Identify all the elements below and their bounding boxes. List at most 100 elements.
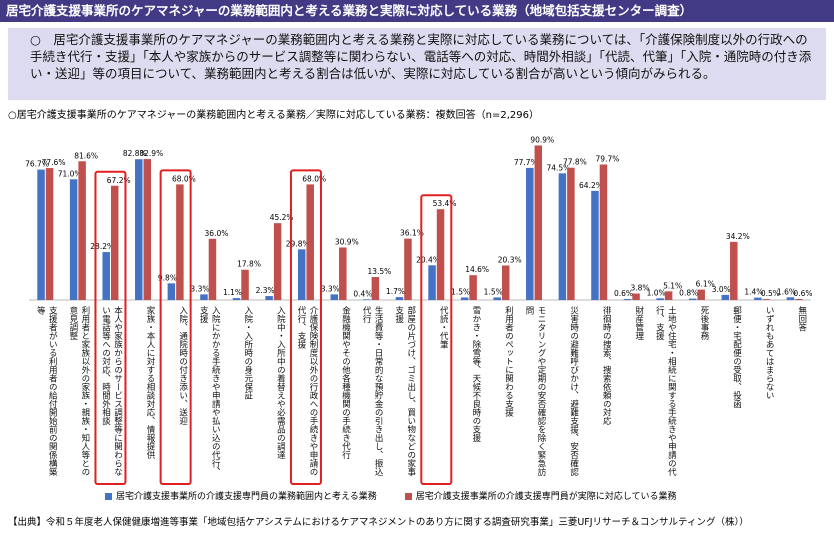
bar xyxy=(297,249,306,300)
value-label: 14.6% xyxy=(465,265,489,274)
value-label: 64.2% xyxy=(579,181,603,190)
value-label: 3.3% xyxy=(190,284,209,293)
bar xyxy=(110,185,119,300)
value-label: 53.4% xyxy=(433,199,457,208)
bar xyxy=(599,164,608,300)
bar xyxy=(697,289,705,300)
bar xyxy=(167,283,176,300)
x-tick-label: いずれもあてはまらない xyxy=(764,306,775,400)
value-label: 36.1% xyxy=(400,229,424,238)
bar xyxy=(45,168,54,300)
value-label: 68.0% xyxy=(172,174,196,183)
x-tick-label: 徘徊時の捜索、捜索依頼の対応 xyxy=(601,306,612,425)
value-label: 0.8% xyxy=(679,289,698,298)
value-label: 81.6% xyxy=(74,151,98,160)
bar xyxy=(567,167,575,300)
bar xyxy=(404,238,412,300)
x-tick-label: 入院中・入所中の着替えや必需品の調達 xyxy=(275,306,286,459)
highlight-box xyxy=(420,194,453,485)
title: 居宅介護支援事業所のケアマネジャーの業務範囲内と考える業務と実際に対応している業… xyxy=(0,0,834,22)
bar xyxy=(78,161,86,300)
x-tick-label: 財産管理 xyxy=(633,306,644,340)
value-label: 0.6% xyxy=(614,289,633,298)
value-label: 71.0% xyxy=(58,169,82,178)
value-label: 6.1% xyxy=(696,280,715,289)
value-label: 29.8% xyxy=(286,239,310,248)
bar xyxy=(558,173,567,300)
bar xyxy=(754,297,762,300)
bar xyxy=(730,241,738,300)
bar xyxy=(795,298,803,300)
bar xyxy=(200,294,208,300)
bar xyxy=(330,294,339,300)
chart-title: ○居宅介護支援事業所のケアマネジャーの業務範囲内と考える業務／実際に対応している… xyxy=(8,110,539,121)
bar xyxy=(102,252,110,300)
value-label: 0.5% xyxy=(761,289,780,298)
value-label: 3.3% xyxy=(321,284,340,293)
highlight-box xyxy=(94,170,127,485)
x-tick-label: 郵便・宅配便の受取、投函 xyxy=(731,306,742,408)
value-label: 76.7% xyxy=(25,160,49,169)
bar xyxy=(428,265,436,300)
bar xyxy=(623,298,632,300)
value-label: 1.1% xyxy=(223,288,242,297)
x-tick-label: 家族・本人に対する相談対応、情報提供 xyxy=(145,306,156,459)
bar xyxy=(501,265,510,300)
bar xyxy=(135,159,143,300)
x-tick-label: 支援者がいる利用者の給付開始前の関係構築等 xyxy=(35,306,58,476)
x-tick-label: 介護保険制度以外の行政への手続きや申請の代行、支援 xyxy=(295,306,318,476)
value-label: 28.2% xyxy=(90,242,114,251)
value-label: 82.9% xyxy=(139,149,163,158)
legend: 居宅介護支援事業所の介護支援専門員の業務範囲内と考える業務 居宅介護支援事業所の介… xyxy=(105,489,676,502)
x-tick-label: 利用者のペットに関わる支援 xyxy=(503,306,514,417)
x-tick-label: モニタリングや定期の安否確認を除く緊急訪問 xyxy=(524,306,547,476)
legend-label: 居宅介護支援事業所の介護支援専門員が実際に対応している業務 xyxy=(415,492,677,502)
value-label: 0.6% xyxy=(793,289,812,298)
value-label: 68.0% xyxy=(302,174,326,183)
value-label: 1.0% xyxy=(647,288,666,297)
value-label: 1.4% xyxy=(744,288,763,297)
x-tick-label: 代読・代筆 xyxy=(438,306,449,349)
x-tick-label: 災害時の避難呼びかけ、避難支援、安否確認 xyxy=(568,306,579,476)
legend-swatch xyxy=(404,493,412,500)
value-label: 77.8% xyxy=(563,158,587,167)
value-label: 20.4% xyxy=(416,255,440,264)
bar xyxy=(339,247,347,300)
bar xyxy=(176,184,184,300)
bar xyxy=(306,184,314,300)
bar xyxy=(395,297,404,300)
value-label: 1.7% xyxy=(386,287,405,296)
bar xyxy=(460,297,469,300)
bar xyxy=(273,223,282,300)
value-label: 1.5% xyxy=(451,287,470,296)
value-label: 90.9% xyxy=(530,135,554,144)
x-tick-label: 土地や住宅・相続に関する手続きや申請の代行、支援 xyxy=(654,306,677,476)
bar xyxy=(241,269,249,300)
bar xyxy=(786,297,795,300)
value-label: 77.7% xyxy=(514,158,538,167)
value-label: 17.8% xyxy=(237,260,261,269)
legend-item: 居宅介護支援事業所の介護支援専門員の業務範囲内と考える業務 xyxy=(105,489,377,502)
value-label: 9.8% xyxy=(158,273,177,282)
value-label: 45.2% xyxy=(270,213,294,222)
x-tick-label: 生活費等・日常的な預貯金の引き出し、振込代行 xyxy=(361,306,384,476)
value-label: 13.5% xyxy=(367,267,391,276)
bar xyxy=(591,190,599,300)
legend-label: 居宅介護支援事業所の介護支援専門員の業務範囲内と考える業務 xyxy=(116,492,377,502)
x-tick-label: 入院・入所時の身元保証 xyxy=(242,306,253,400)
highlight-box xyxy=(159,169,192,485)
value-label: 0.4% xyxy=(353,289,372,298)
value-label: 67.2% xyxy=(107,176,131,185)
bar xyxy=(37,169,45,300)
value-label: 30.9% xyxy=(335,237,359,246)
bar xyxy=(363,299,371,300)
value-label: 34.2% xyxy=(726,232,750,241)
x-tick-label: 死後事務 xyxy=(698,306,709,340)
bar xyxy=(208,238,217,300)
x-tick-label: 無回答 xyxy=(796,306,807,332)
bar xyxy=(371,277,380,300)
bar xyxy=(762,299,771,300)
value-label: 1.6% xyxy=(777,287,796,296)
